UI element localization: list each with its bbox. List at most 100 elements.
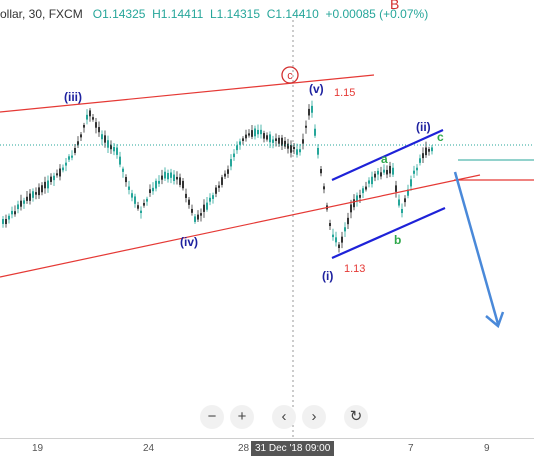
- candle-body: [275, 138, 277, 141]
- candle-body: [221, 177, 223, 185]
- candle-body: [410, 179, 412, 187]
- low-value: 1.14315: [216, 7, 261, 21]
- scroll-forward-button[interactable]: ›: [302, 405, 326, 429]
- candle-body: [428, 148, 430, 152]
- candle-body: [266, 135, 268, 140]
- candle-body: [2, 218, 4, 224]
- wave-i-label: (i): [322, 269, 333, 283]
- candle-body: [125, 177, 127, 183]
- zoom-out-button[interactable]: −: [200, 405, 224, 429]
- candle-body: [230, 159, 232, 167]
- candle-body: [359, 194, 361, 198]
- candle-body: [83, 124, 85, 128]
- candle-body: [170, 172, 172, 178]
- wave-a-label: a: [381, 152, 388, 166]
- candle-body: [77, 141, 79, 146]
- candle-body: [245, 134, 247, 139]
- candle-body: [224, 173, 226, 177]
- candle-body: [134, 196, 136, 204]
- candle-body: [176, 176, 178, 180]
- candle-body: [296, 149, 298, 155]
- candle-body: [383, 169, 385, 173]
- candle-body: [149, 189, 151, 193]
- candle-body: [26, 196, 28, 201]
- channel-upper-line: [331, 128, 444, 182]
- reset-chart-button[interactable]: ↻: [344, 405, 368, 429]
- candle-body: [131, 193, 133, 198]
- candle-body: [71, 155, 73, 158]
- candle-body: [380, 172, 382, 177]
- candle-body: [284, 140, 286, 147]
- candle-body: [92, 117, 94, 120]
- candle-body: [113, 146, 115, 152]
- candle-body: [416, 167, 418, 171]
- candle-body: [80, 134, 82, 138]
- candle-body: [89, 110, 91, 117]
- wave-c-circle-label: c: [287, 70, 293, 82]
- candle-body: [287, 143, 289, 149]
- candle-body: [185, 193, 187, 198]
- candle-body: [311, 105, 313, 113]
- candle-body: [23, 200, 25, 204]
- candle-body: [41, 185, 43, 193]
- candle-body: [158, 180, 160, 184]
- candle-body: [260, 129, 262, 135]
- candle-body: [404, 198, 406, 203]
- candle-body: [305, 125, 307, 128]
- candle-body: [320, 168, 322, 174]
- candle-body: [353, 199, 355, 208]
- candle-body: [98, 127, 100, 133]
- candle-body: [407, 189, 409, 196]
- candle-body: [242, 138, 244, 142]
- candle-body: [368, 180, 370, 184]
- candle-body: [35, 192, 37, 195]
- candle-body: [104, 135, 106, 143]
- lower-trend-line: [0, 174, 481, 278]
- wave-b-label: b: [394, 233, 401, 247]
- scroll-back-button[interactable]: ‹: [272, 405, 296, 429]
- candle-body: [38, 187, 40, 196]
- zoom-in-button[interactable]: +: [230, 405, 254, 429]
- candle-body: [278, 137, 280, 144]
- candle-body: [365, 186, 367, 190]
- candle-body: [32, 191, 34, 198]
- symbol-name: ollar, 30, FXCM: [0, 7, 83, 21]
- low-label: L: [209, 7, 217, 21]
- candle-body: [419, 158, 421, 163]
- symbol-header: ollar, 30, FXCM O1.14325 H1.14411 L1.143…: [0, 7, 428, 21]
- candle-body: [8, 215, 10, 220]
- candle-body: [206, 202, 208, 210]
- candle-body: [188, 199, 190, 205]
- candle-body: [194, 216, 196, 222]
- candle-body: [110, 144, 112, 150]
- candle-body: [227, 169, 229, 174]
- close-label: C: [266, 7, 276, 21]
- candle-body: [293, 146, 295, 150]
- tick-28: 28: [238, 443, 250, 454]
- candle-body: [317, 147, 319, 155]
- candle-body: [128, 186, 130, 190]
- open-label: O: [92, 7, 103, 21]
- candle-body: [386, 169, 388, 175]
- candle-body: [254, 128, 256, 137]
- fib-115-label: 1.15: [334, 87, 355, 99]
- candle-body: [431, 147, 433, 152]
- candle-body: [203, 204, 205, 212]
- candle-body: [269, 134, 271, 143]
- candle-body: [50, 176, 52, 182]
- candle-body: [116, 147, 118, 155]
- high-label: H: [152, 7, 161, 21]
- time-axis[interactable]: 19 24 28 31 Dec '18 09:00 7 9: [0, 438, 534, 463]
- candle-body: [179, 177, 181, 185]
- candle-body: [335, 237, 337, 243]
- candle-body: [329, 223, 331, 227]
- candle-body: [401, 208, 403, 214]
- candle-body: [59, 168, 61, 177]
- candle-body: [146, 198, 148, 202]
- candle-body: [233, 153, 235, 158]
- candle-body: [47, 180, 49, 189]
- close-value: 1.14410: [275, 7, 319, 21]
- candle-body: [302, 139, 304, 144]
- candle-body: [338, 244, 340, 249]
